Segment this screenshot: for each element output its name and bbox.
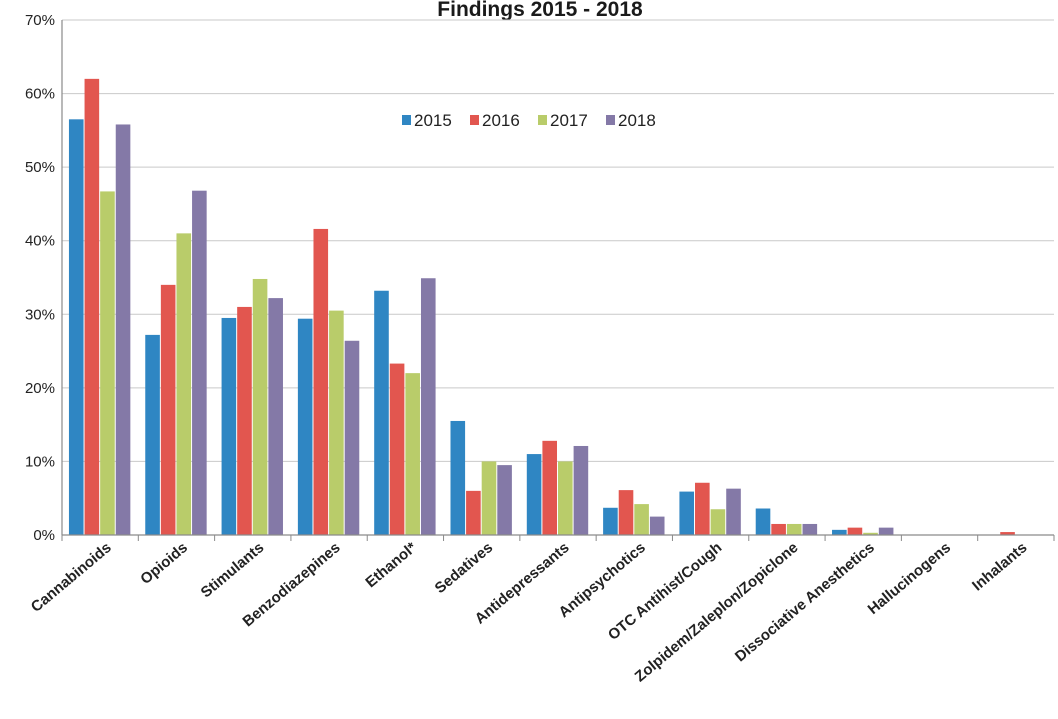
- bar-2017-3: [329, 310, 344, 535]
- bar-2018-3: [344, 340, 360, 535]
- y-tick-label: 30%: [25, 306, 55, 323]
- bar-2015-3: [297, 318, 313, 535]
- x-tick-label: Ethanol*: [362, 539, 420, 591]
- y-tick-label: 50%: [25, 159, 55, 176]
- bar-2018-1: [192, 190, 207, 535]
- bar-2016-9: [771, 523, 786, 535]
- bar-2016-4: [389, 363, 405, 535]
- bar-2017-2: [252, 278, 268, 535]
- bar-2016-7: [618, 490, 634, 535]
- bar-2015-2: [221, 317, 237, 535]
- bar-2017-8: [710, 509, 726, 535]
- legend-swatch-2017: [538, 115, 547, 125]
- bar-2017-7: [634, 504, 649, 535]
- legend-label-2016: 2016: [482, 111, 520, 130]
- bar-2015-1: [145, 334, 160, 535]
- bar-2018-9: [802, 523, 818, 535]
- bar-2015-5: [450, 420, 466, 535]
- legend-swatch-2018: [606, 115, 615, 125]
- bar-2017-1: [176, 233, 192, 536]
- x-tick-label: Zolpidem/Zaleplon/Zopiclone: [632, 539, 802, 685]
- bar-2015-10: [832, 529, 847, 535]
- bars: [68, 78, 1015, 536]
- bar-2015-4: [374, 290, 389, 535]
- x-tick-label: Cannabinoids: [28, 539, 115, 616]
- bar-2016-12: [1000, 532, 1015, 535]
- bar-2018-0: [115, 124, 131, 535]
- y-tick-label: 60%: [25, 86, 55, 103]
- bar-2017-0: [100, 191, 115, 536]
- bar-2015-9: [755, 508, 771, 535]
- x-tick-label: Sedatives: [432, 539, 497, 597]
- bar-2015-7: [603, 507, 618, 535]
- y-tick-label: 20%: [25, 380, 55, 397]
- chart-title: Findings 2015 - 2018: [437, 0, 643, 21]
- bar-2018-2: [268, 298, 283, 535]
- bar-2015-6: [526, 454, 542, 535]
- gridlines: [62, 19, 1054, 462]
- bar-2016-5: [466, 490, 481, 535]
- bar-2017-9: [786, 523, 802, 535]
- bar-2017-4: [405, 373, 420, 535]
- x-tick-label: Inhalants: [969, 539, 1030, 594]
- bar-2018-4: [420, 278, 436, 535]
- bar-2016-2: [237, 306, 252, 535]
- x-tick-label: Opioids: [137, 539, 191, 588]
- bar-2017-10: [863, 532, 878, 535]
- bar-2015-0: [68, 119, 84, 535]
- legend-swatch-2016: [470, 115, 479, 125]
- bar-2015-8: [679, 491, 695, 535]
- bar-2016-0: [84, 78, 100, 536]
- y-tick-label: 70%: [25, 12, 55, 29]
- legend: 2015 2016 2017 2018: [402, 111, 656, 130]
- legend-label-2018: 2018: [618, 111, 656, 130]
- legend-label-2017: 2017: [550, 111, 588, 130]
- bar-2018-7: [649, 516, 665, 535]
- bar-2018-5: [497, 465, 512, 535]
- bar-2017-5: [481, 461, 497, 535]
- bar-2016-8: [695, 482, 710, 535]
- bar-2018-8: [726, 488, 741, 535]
- bar-2016-3: [313, 228, 329, 535]
- y-tick-label: 0%: [33, 527, 55, 544]
- y-tick-label: 40%: [25, 233, 55, 250]
- x-tick-label: Dissociative Anesthetics: [732, 539, 878, 665]
- x-tick-label: Stimulants: [198, 539, 268, 601]
- bar-2018-10: [878, 527, 894, 535]
- bar-2018-6: [573, 445, 589, 535]
- bar-2017-6: [558, 461, 573, 535]
- legend-swatch-2015: [402, 115, 411, 125]
- bar-2016-10: [847, 527, 863, 535]
- bar-2016-6: [542, 440, 557, 535]
- legend-label-2015: 2015: [414, 111, 452, 130]
- y-tick-label: 10%: [25, 453, 55, 470]
- x-tick-label: Hallucinogens: [865, 539, 954, 618]
- bar-2016-1: [160, 284, 176, 535]
